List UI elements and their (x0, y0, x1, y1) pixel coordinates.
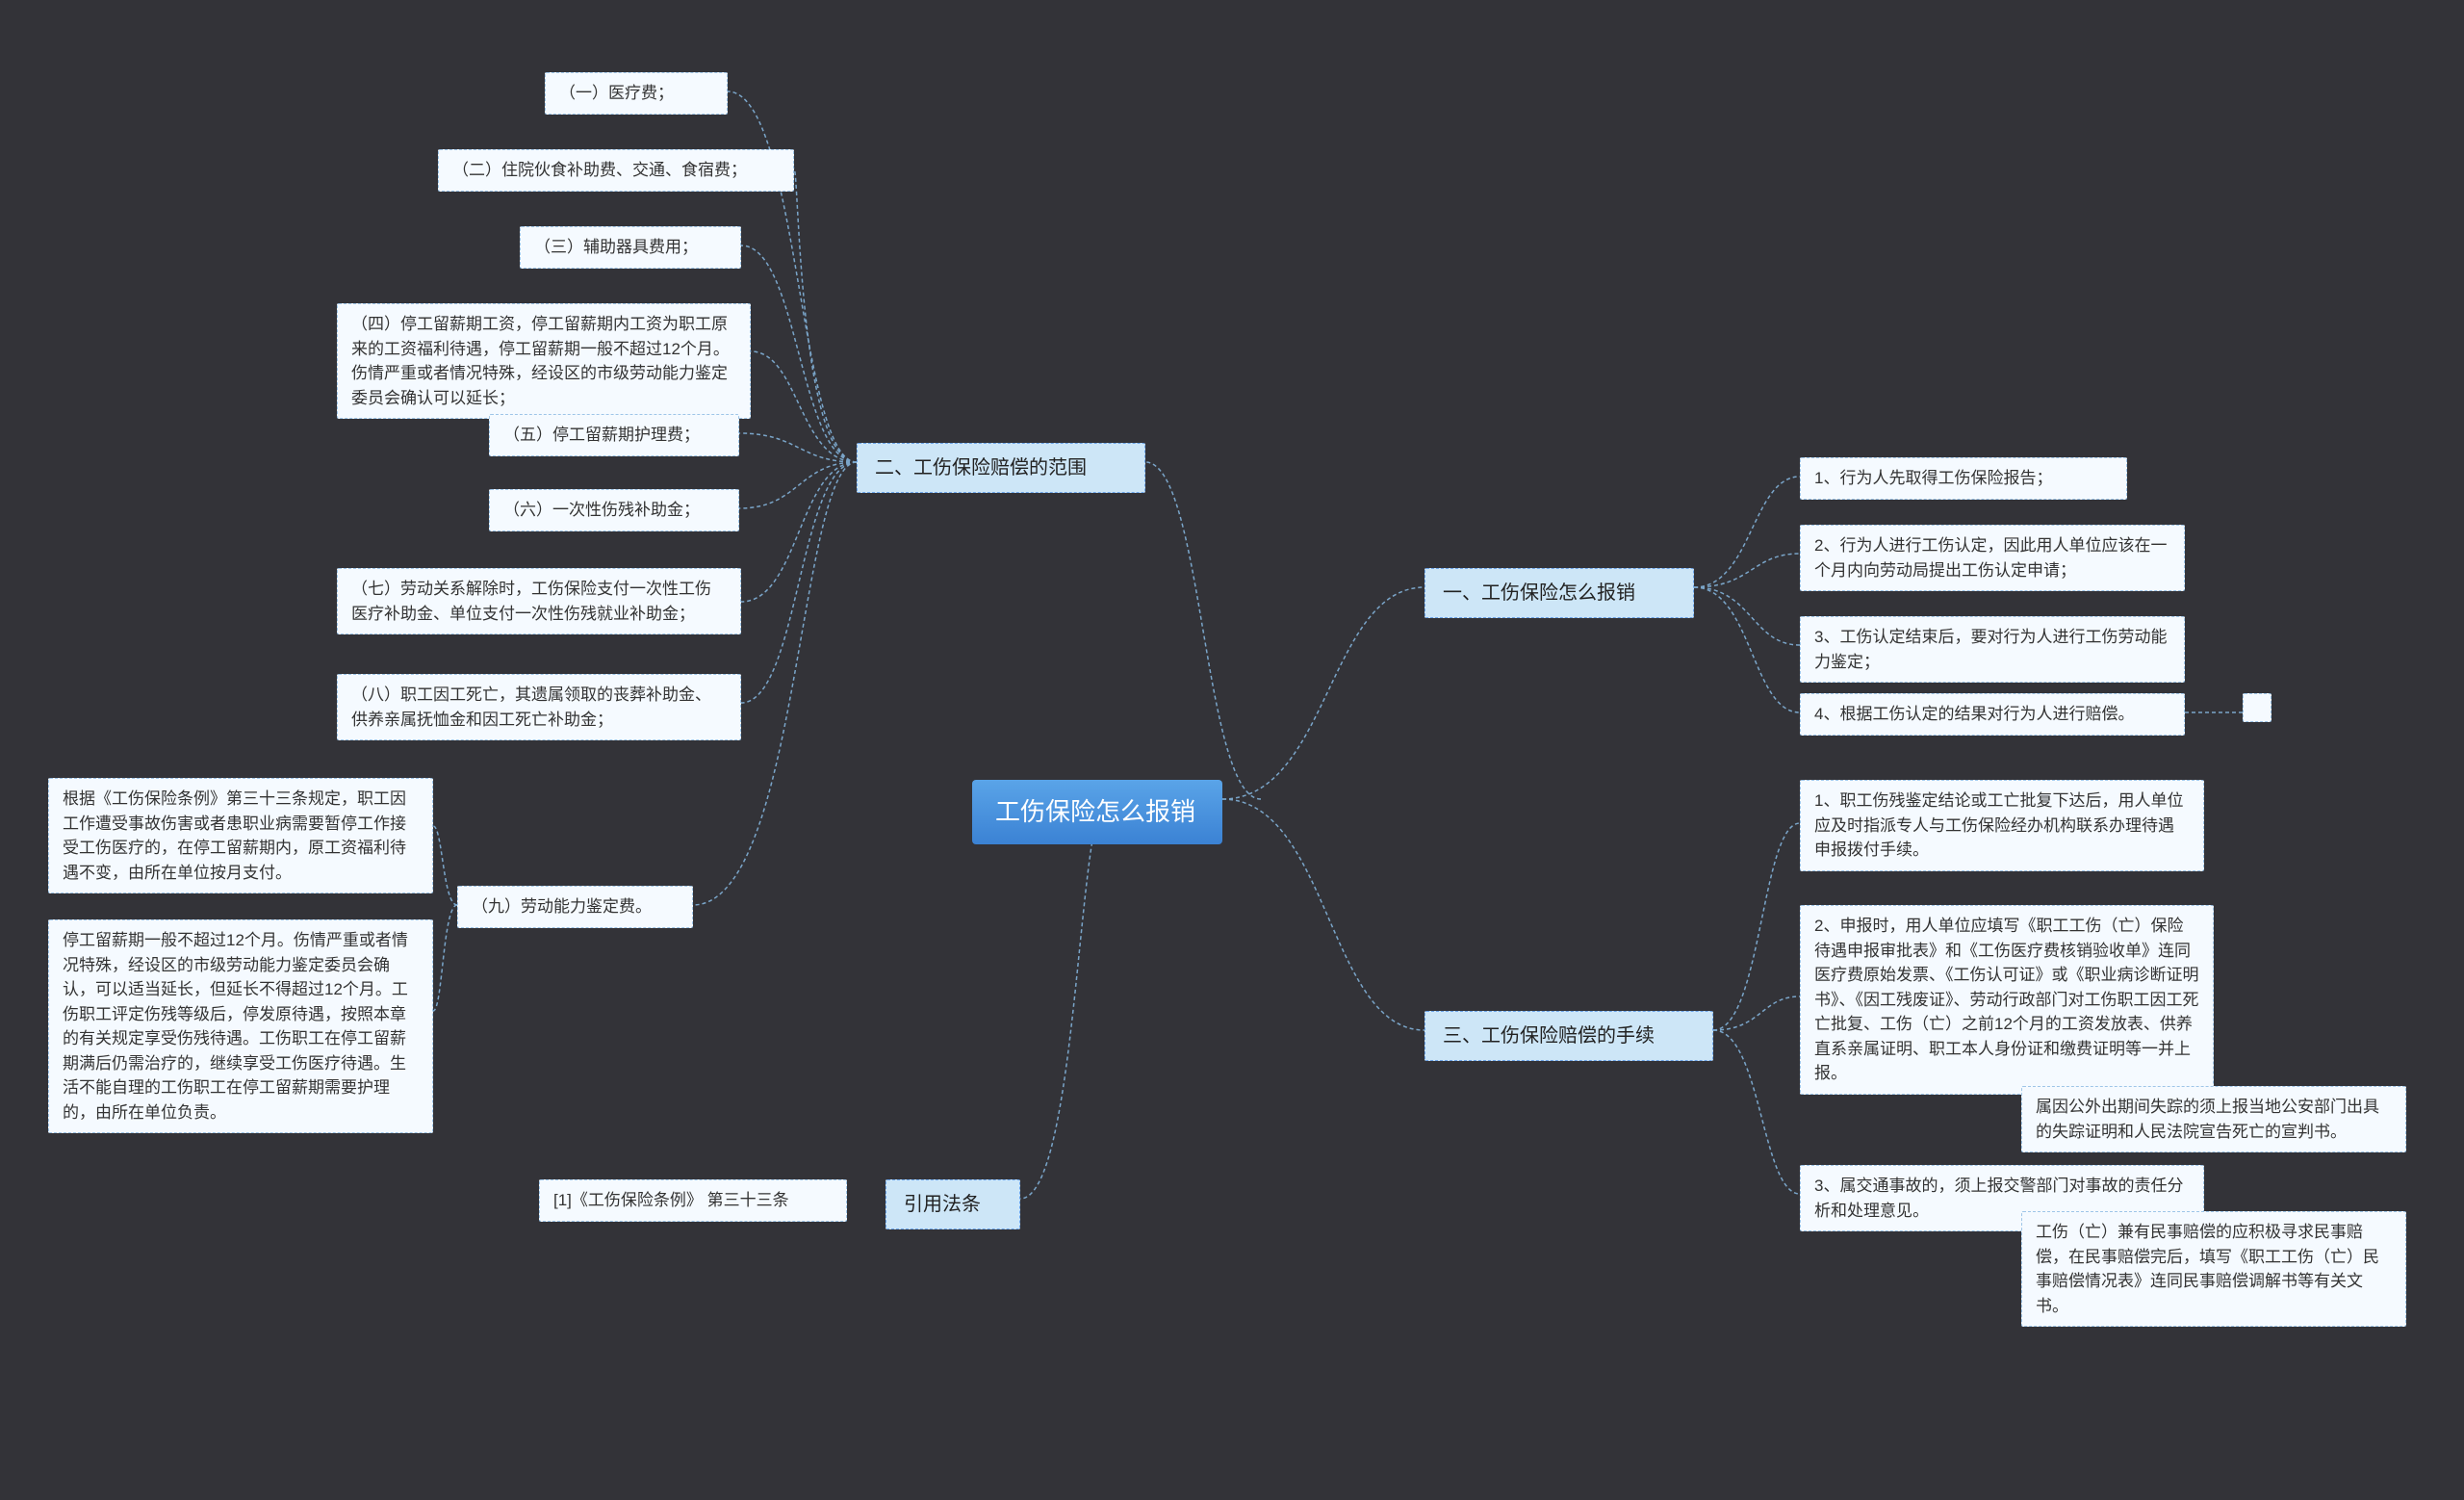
leaf-b2c4: （四）停工留薪期工资，停工留薪期内工资为职工原来的工资福利待遇，停工留薪期一般不… (337, 303, 751, 419)
leaf-b3c1: 1、职工伤残鉴定结论或工亡批复下达后，用人单位应及时指派专人与工伤保险经办机构联… (1800, 780, 2204, 871)
leaf-b2c5: （五）停工留薪期护理费； (489, 414, 739, 456)
leaf-b3c2: 2、申报时，用人单位应填写《职工工伤（亡）保险待遇申报审批表》和《工伤医疗费核销… (1800, 905, 2214, 1095)
leaf-b1c1: 1、行为人先取得工伤保险报告； (1800, 457, 2127, 500)
mindmap-canvas: 工伤保险怎么报销 一、工伤保险怎么报销 1、行为人先取得工伤保险报告； 2、行为… (0, 0, 2464, 1500)
leaf-b2c7: （七）劳动关系解除时，工伤保险支付一次性工伤医疗补助金、单位支付一次性伤残就业补… (337, 568, 741, 634)
root-node[interactable]: 工伤保险怎么报销 (972, 780, 1222, 844)
leaf-b2c3: （三）辅助器具费用； (520, 226, 741, 269)
leaf-b2c9b: 停工留薪期一般不超过12个月。伤情严重或者情况特殊，经设区的市级劳动能力鉴定委员… (48, 919, 433, 1133)
leaf-b1c3: 3、工伤认定结束后，要对行为人进行工伤劳动能力鉴定； (1800, 616, 2185, 683)
leaf-b2c8: （八）职工因工死亡，其遗属领取的丧葬补助金、供养亲属抚恤金和因工死亡补助金； (337, 674, 741, 740)
leaf-b2c9a: 根据《工伤保险条例》第三十三条规定，职工因工作遭受事故伤害或者患职业病需要暂停工… (48, 778, 433, 893)
branch-compensation-scope[interactable]: 二、工伤保险赔偿的范围 (857, 443, 1145, 493)
leaf-b4c1: [1]《工伤保险条例》 第三十三条 (539, 1179, 847, 1222)
leaf-b1c2: 2、行为人进行工伤认定，因此用人单位应该在一个月内向劳动局提出工伤认定申请； (1800, 525, 2185, 591)
leaf-b2c1: （一）医疗费； (545, 72, 728, 115)
leaf-b1c4: 4、根据工伤认定的结果对行为人进行赔偿。 (1800, 693, 2185, 736)
leaf-b2c9: （九）劳动能力鉴定费。 (457, 886, 693, 928)
leaf-b1c4x (2243, 693, 2272, 722)
branch-cited-law[interactable]: 引用法条 (886, 1179, 1020, 1229)
branch-how-to-claim[interactable]: 一、工伤保险怎么报销 (1424, 568, 1694, 618)
leaf-b2c2: （二）住院伙食补助费、交通、食宿费； (438, 149, 794, 192)
branch-compensation-procedure[interactable]: 三、工伤保险赔偿的手续 (1424, 1011, 1713, 1061)
leaf-b3c3a: 属因公外出期间失踪的须上报当地公安部门出具的失踪证明和人民法院宣告死亡的宣判书。 (2021, 1086, 2406, 1152)
leaf-b2c6: （六）一次性伤残补助金； (489, 489, 739, 531)
leaf-b3c3b: 工伤（亡）兼有民事赔偿的应积极寻求民事赔偿，在民事赔偿完后，填写《职工工伤（亡）… (2021, 1211, 2406, 1327)
